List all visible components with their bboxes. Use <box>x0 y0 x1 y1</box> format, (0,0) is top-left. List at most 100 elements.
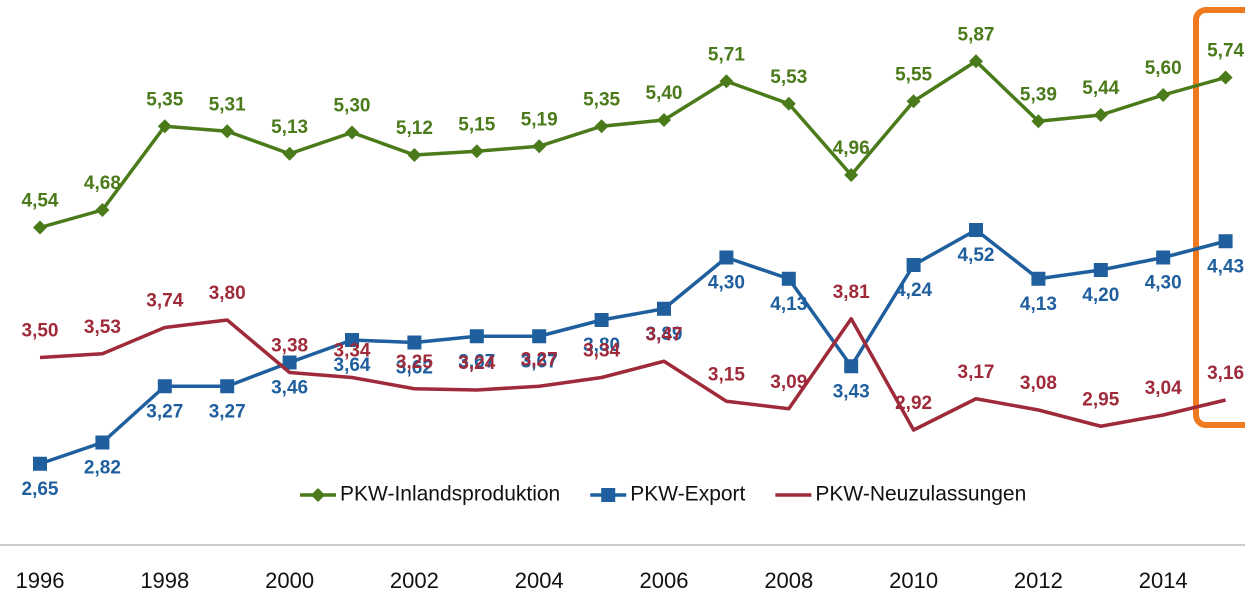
data-label: 3,24 <box>458 353 495 374</box>
data-label: 5,30 <box>334 96 371 117</box>
data-label: 4,43 <box>1207 256 1244 277</box>
marker <box>1093 263 1108 277</box>
data-label: 5,13 <box>271 117 308 138</box>
data-label: 5,71 <box>708 44 745 65</box>
x-tick-label: 1998 <box>140 568 189 593</box>
data-label: 4,13 <box>1020 294 1057 315</box>
data-label: 3,08 <box>1020 373 1057 394</box>
marker <box>719 250 734 265</box>
marker <box>157 379 172 394</box>
data-label: 3,62 <box>396 358 433 379</box>
data-label: 3,27 <box>146 401 183 422</box>
x-tick-label: 2002 <box>390 568 439 593</box>
data-label: 3,17 <box>958 362 995 383</box>
series-line <box>39 59 1227 230</box>
data-label: 5,40 <box>646 83 683 104</box>
data-label: 3,50 <box>22 321 59 342</box>
data-label: 5,15 <box>458 114 495 135</box>
marker <box>594 119 609 134</box>
marker <box>282 146 297 161</box>
data-label: 3,74 <box>146 291 183 312</box>
marker <box>601 488 616 502</box>
data-label: 5,60 <box>1145 58 1182 79</box>
marker <box>33 220 47 235</box>
marker <box>345 125 359 140</box>
x-tick-label: 2004 <box>515 568 564 593</box>
marker <box>407 335 422 350</box>
data-label: 3,34 <box>583 341 620 362</box>
data-label: 5,35 <box>583 89 620 110</box>
marker <box>1093 108 1108 122</box>
data-label: 2,82 <box>84 458 121 479</box>
data-label: 3,16 <box>1207 363 1244 384</box>
data-label: 3,67 <box>521 351 558 372</box>
data-label: 5,44 <box>1082 78 1119 99</box>
marker <box>657 113 671 127</box>
x-tick-label: 2006 <box>640 568 689 593</box>
data-label: 4,13 <box>770 294 807 315</box>
data-label: 3,15 <box>708 364 745 385</box>
data-label: 3,67 <box>458 351 495 372</box>
data-label: 3,27 <box>209 401 246 422</box>
x-tick-label: 2008 <box>764 568 813 593</box>
data-label: 4,68 <box>84 173 121 194</box>
marker <box>1218 234 1233 249</box>
data-label: 3,38 <box>271 336 308 357</box>
marker <box>407 148 422 162</box>
marker <box>469 329 484 344</box>
data-label: 3,64 <box>334 355 371 376</box>
marker <box>719 74 734 89</box>
x-tick-label: 2014 <box>1139 568 1188 593</box>
marker <box>282 355 297 370</box>
data-label: 2,65 <box>22 479 59 500</box>
marker <box>781 271 796 286</box>
data-label: 3,53 <box>84 317 121 338</box>
marker <box>95 435 110 450</box>
data-label: 3,89 <box>646 324 683 345</box>
marker <box>594 313 609 327</box>
marker <box>969 54 983 69</box>
marker <box>1031 114 1046 129</box>
data-label: 4,30 <box>708 273 745 294</box>
data-label: 3,04 <box>1145 378 1182 399</box>
marker <box>157 119 172 134</box>
data-label: 5,39 <box>1020 84 1057 105</box>
marker <box>33 456 47 471</box>
series-line <box>39 228 1227 466</box>
highlight-box <box>1193 7 1245 428</box>
data-label: 2,92 <box>895 393 932 414</box>
marker <box>532 139 547 154</box>
series-line <box>39 317 1227 432</box>
marker <box>844 168 859 182</box>
marker <box>844 359 859 374</box>
data-label: 4,30 <box>1145 273 1182 294</box>
marker <box>657 301 671 316</box>
legend-label: PKW-Export <box>630 483 745 506</box>
marker <box>1031 271 1046 286</box>
data-label: 3,47 <box>646 324 683 345</box>
data-label: 5,12 <box>396 118 433 139</box>
data-label: 3,27 <box>521 349 558 370</box>
marker <box>969 223 983 237</box>
x-tick-label: 2000 <box>265 568 314 593</box>
marker <box>345 333 359 347</box>
data-label: 3,09 <box>770 372 807 393</box>
marker <box>906 94 921 109</box>
data-label: 3,43 <box>833 381 870 402</box>
data-label: 4,96 <box>833 138 870 159</box>
data-label: 3,80 <box>583 335 620 356</box>
data-label: 5,87 <box>958 24 995 45</box>
x-tick-label: 2012 <box>1014 568 1063 593</box>
data-label: 4,52 <box>958 245 995 266</box>
data-label: 5,31 <box>209 94 246 115</box>
data-label: 3,81 <box>833 282 870 303</box>
marker <box>311 488 325 502</box>
marker <box>1218 70 1233 85</box>
data-label: 3,46 <box>271 378 308 399</box>
data-label: 4,20 <box>1082 285 1119 306</box>
marker <box>906 258 921 272</box>
data-label: 3,80 <box>209 283 246 304</box>
data-label: 5,53 <box>770 67 807 88</box>
